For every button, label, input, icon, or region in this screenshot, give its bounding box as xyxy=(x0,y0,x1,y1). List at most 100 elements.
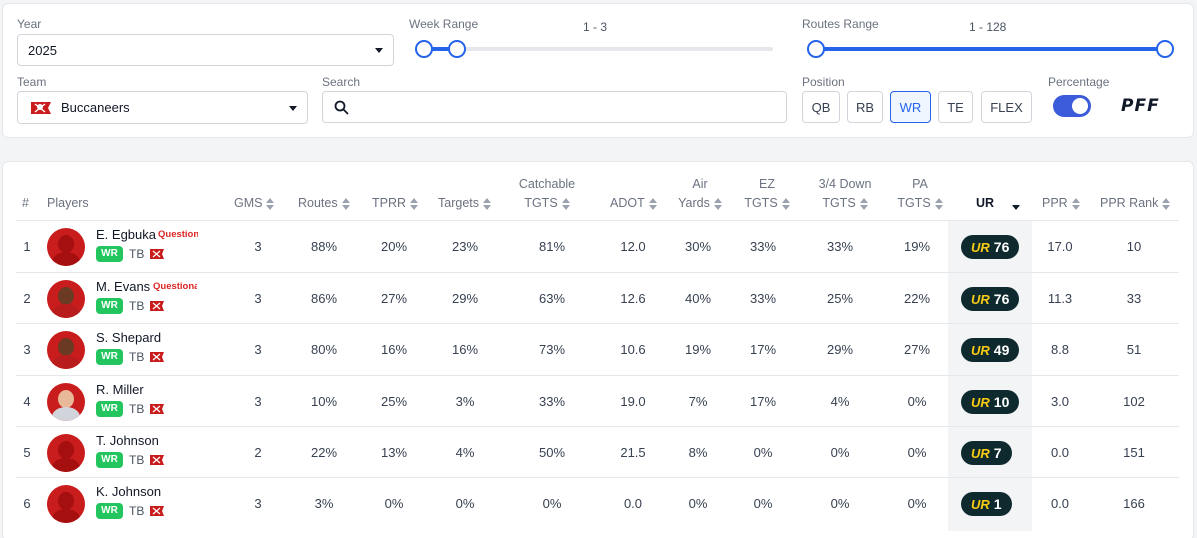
header-ppr-rank[interactable]: PPR Rank xyxy=(1100,194,1171,213)
player-name[interactable]: M. Evans xyxy=(96,279,151,294)
catchable-cell: 63% xyxy=(538,291,566,306)
header-catchable[interactable]: Catchable TGTS xyxy=(516,175,578,213)
pa-tgts-cell: 19% xyxy=(903,239,931,254)
header-ez-tgts[interactable]: EZ TGTS xyxy=(741,175,793,213)
player-name[interactable]: E. Egbuka xyxy=(96,227,156,242)
team-select[interactable]: Buccaneers xyxy=(17,91,308,124)
header-routes[interactable]: Routes xyxy=(298,194,350,213)
search-input[interactable] xyxy=(322,91,787,123)
table-row[interactable]: 2 M. Evans Questionable WR TB 3 86% 27% … xyxy=(16,272,1179,324)
ppr-cell: 17.0 xyxy=(1047,239,1073,254)
targets-cell: 16% xyxy=(451,342,479,357)
header-ur[interactable]: UR xyxy=(976,194,1021,213)
catchable-cell: 73% xyxy=(538,342,566,357)
header-air-line2: Yards xyxy=(678,196,710,210)
pa-tgts-cell: 0% xyxy=(907,394,927,409)
player-avatar xyxy=(47,383,85,421)
buccaneers-flag-icon xyxy=(150,352,164,362)
chevron-down-icon xyxy=(375,48,383,53)
ur-value: 49 xyxy=(993,342,1010,358)
ez-tgts-cell: 33% xyxy=(749,291,777,306)
ur-logo-icon: UR xyxy=(971,445,990,461)
header-pa-line1: PA xyxy=(912,177,928,191)
player-name[interactable]: R. Miller xyxy=(96,382,144,397)
position-te-button[interactable]: TE xyxy=(938,91,973,123)
routes-range-min-thumb[interactable] xyxy=(807,40,825,58)
player-name[interactable]: K. Johnson xyxy=(96,484,162,499)
header-ur-label: UR xyxy=(976,196,995,210)
tprr-cell: 0% xyxy=(384,496,404,511)
header-down-tgts[interactable]: 3/4 Down TGTS xyxy=(806,175,884,213)
week-range-min-thumb[interactable] xyxy=(415,40,433,58)
air-yards-cell: 0% xyxy=(688,496,708,511)
ppr-rank-cell: 51 xyxy=(1126,342,1142,357)
header-catchable-line1: Catchable xyxy=(518,177,576,191)
ur-badge: UR 76 xyxy=(961,287,1020,311)
sort-icon xyxy=(410,197,419,210)
ur-logo-icon: UR xyxy=(971,342,990,358)
down-tgts-cell: 0% xyxy=(830,496,850,511)
header-ppr-label: PPR xyxy=(1042,196,1068,210)
header-pa-tgts[interactable]: PA TGTS xyxy=(895,175,945,213)
ppr-cell: 0.0 xyxy=(1050,496,1070,511)
down-tgts-cell: 25% xyxy=(826,291,854,306)
header-ppr[interactable]: PPR xyxy=(1042,194,1080,213)
routes-range-value: 1 - 128 xyxy=(969,20,1007,34)
week-range-label: Week Range xyxy=(409,17,479,31)
air-yards-cell: 30% xyxy=(684,239,712,254)
player-name[interactable]: S. Shepard xyxy=(96,330,162,345)
header-tprr[interactable]: TPRR xyxy=(372,194,419,213)
header-pa-line2: TGTS xyxy=(897,196,931,210)
pa-tgts-cell: 27% xyxy=(903,342,931,357)
ppr-cell: 3.0 xyxy=(1050,394,1070,409)
buccaneers-flag-icon xyxy=(31,102,51,114)
air-yards-cell: 8% xyxy=(688,445,708,460)
adot-cell: 21.5 xyxy=(620,445,646,460)
ur-value: 10 xyxy=(993,394,1010,410)
week-range-max-thumb[interactable] xyxy=(448,40,466,58)
position-badge: WR xyxy=(96,349,123,365)
week-range-track[interactable] xyxy=(415,47,773,51)
header-air-line1: Air xyxy=(692,177,708,191)
gms-cell: 3 xyxy=(254,342,262,357)
table-row[interactable]: 3 S. Shepard WR TB 3 80% 16% 16% 73% 10.… xyxy=(16,323,1179,375)
air-yards-cell: 40% xyxy=(684,291,712,306)
team-abbr: TB xyxy=(129,247,145,261)
position-wr-button[interactable]: WR xyxy=(890,91,931,123)
header-air-yards[interactable]: Air Yards xyxy=(676,175,724,213)
routes-range-fill[interactable] xyxy=(815,47,1165,51)
gms-cell: 3 xyxy=(254,291,262,306)
sort-icon xyxy=(483,197,491,210)
table-row[interactable]: 1 E. Egbuka Questionable WR TB 3 88% 20%… xyxy=(16,220,1179,272)
chevron-down-icon xyxy=(289,105,297,111)
table-row[interactable]: 5 T. Johnson WR TB 2 22% 13% 4% 50% 21.5… xyxy=(16,426,1179,478)
team-label: Team xyxy=(17,75,47,89)
catchable-cell: 50% xyxy=(538,445,566,460)
position-qb-button[interactable]: QB xyxy=(802,91,840,123)
percentage-toggle[interactable] xyxy=(1053,95,1091,117)
header-targets[interactable]: Targets xyxy=(438,194,491,213)
tprr-cell: 27% xyxy=(380,291,408,306)
pa-tgts-cell: 0% xyxy=(907,496,927,511)
sort-icon xyxy=(934,197,943,210)
buccaneers-flag-icon xyxy=(150,506,164,516)
routes-range-max-thumb[interactable] xyxy=(1156,40,1174,58)
player-name[interactable]: T. Johnson xyxy=(96,433,159,448)
position-rb-button[interactable]: RB xyxy=(847,91,883,123)
player-avatar xyxy=(47,434,85,472)
year-select[interactable]: 2025 xyxy=(17,34,394,66)
header-targets-label: Targets xyxy=(438,196,479,210)
header-gms-label: GMS xyxy=(234,196,263,210)
air-yards-cell: 19% xyxy=(684,342,712,357)
rank-cell: 2 xyxy=(23,291,31,306)
tprr-cell: 16% xyxy=(380,342,408,357)
header-routes-label: Routes xyxy=(298,196,338,210)
header-gms[interactable]: GMS xyxy=(234,194,275,213)
header-adot-label: ADOT xyxy=(610,196,645,210)
header-adot[interactable]: ADOT xyxy=(610,194,657,213)
header-tprr-label: TPRR xyxy=(372,196,407,210)
table-row[interactable]: 6 K. Johnson WR TB 3 3% 0% 0% 0% 0.0 0% … xyxy=(16,477,1179,529)
injury-status: Questionable xyxy=(158,229,198,240)
table-row[interactable]: 4 R. Miller WR TB 3 10% 25% 3% 33% 19.0 … xyxy=(16,375,1179,427)
position-flex-button[interactable]: FLEX xyxy=(981,91,1032,123)
